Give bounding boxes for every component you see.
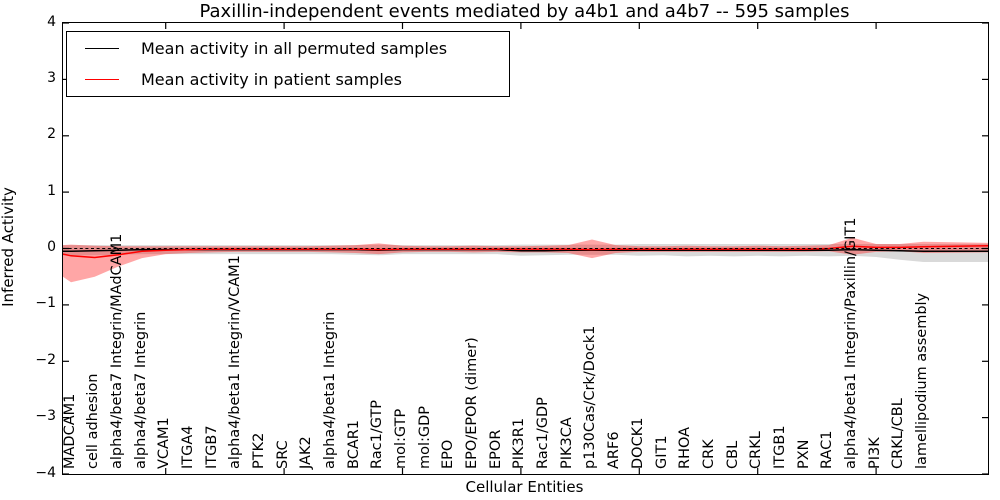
x-category-label: PIK3CA: [558, 417, 575, 469]
y-tick-label: −3: [35, 408, 56, 425]
y-tick-label: −2: [35, 351, 56, 368]
x-category-label: CBL: [724, 440, 741, 469]
x-category-label: VCAM1: [156, 417, 173, 469]
x-category-label: EPO/EPOR (dimer): [464, 337, 481, 469]
x-category-label: alpha4/beta1 Integrin/VCAM1: [227, 255, 244, 469]
x-category-label: Rac1/GTP: [369, 399, 386, 469]
x-category-label: EPOR: [487, 429, 504, 469]
y-tick-label: −4: [35, 464, 56, 481]
y-tick-label: 3: [47, 69, 56, 86]
x-category-label: alpha4/beta1 Integrin/Paxillin/GIT1: [842, 217, 859, 469]
x-category-label: GIT1: [653, 435, 670, 469]
x-category-label: PI3K: [866, 437, 883, 469]
x-category-label: SRC: [274, 440, 291, 469]
x-category-label: PIK3R1: [511, 417, 528, 469]
legend-entry-permuted: Mean activity in all permuted samples: [67, 33, 509, 63]
x-category-label: ARF6: [606, 431, 623, 469]
legend-entry-patient: Mean activity in patient samples: [67, 65, 509, 95]
x-category-label: MADCAM1: [61, 393, 78, 469]
y-tick-label: 1: [47, 182, 56, 199]
legend-label-patient: Mean activity in patient samples: [141, 70, 402, 90]
x-category-label: cell adhesion: [85, 373, 102, 469]
legend-label-permuted: Mean activity in all permuted samples: [141, 38, 448, 58]
x-category-label: EPO: [440, 439, 457, 469]
y-tick-label: 0: [47, 239, 56, 255]
x-category-label: ITGB7: [203, 425, 220, 469]
x-category-label: alpha4/beta1 Integrin: [321, 311, 338, 469]
x-category-label: RAC1: [819, 430, 836, 469]
x-category-label: alpha4/beta7 Integrin: [132, 311, 149, 469]
x-category-label: alpha4/beta7 Integrin/MAdCAM1: [108, 233, 125, 469]
legend-line-black: [85, 47, 119, 49]
x-category-label: BCAR1: [345, 419, 362, 469]
x-category-label: CRK: [700, 439, 717, 469]
y-tick-label: 4: [47, 13, 56, 30]
x-category-label: CRKL/CBL: [890, 398, 907, 469]
x-category-label: CRKL: [748, 431, 765, 469]
x-category-label: Rac1/GDP: [535, 397, 552, 469]
x-category-label: JAK2: [298, 436, 315, 469]
y-tick-label: −1: [35, 295, 56, 312]
legend: Mean activity in all permuted samples Me…: [66, 31, 510, 97]
chart-title: Paxillin-independent events mediated by …: [199, 1, 850, 22]
x-category-label: mol:GDP: [416, 405, 433, 469]
x-category-label: lamellipodium assembly: [913, 292, 930, 469]
x-category-label: ITGB1: [771, 425, 788, 469]
mean-patient-line: [63, 244, 988, 259]
legend-line-red: [85, 79, 119, 81]
x-category-label: PXN: [795, 439, 812, 469]
x-category-label: p130Cas/Crk/Dock1: [582, 325, 599, 469]
x-axis-label: Cellular Entities: [465, 478, 584, 496]
plot-area: [62, 22, 989, 475]
x-category-label: ITGA4: [179, 425, 196, 469]
x-category-label: PTK2: [250, 432, 267, 469]
x-category-label: RHOA: [677, 426, 694, 469]
x-category-label: DOCK1: [629, 417, 646, 469]
y-tick-label: 2: [47, 126, 56, 143]
x-category-label: mol:GTP: [393, 408, 410, 469]
